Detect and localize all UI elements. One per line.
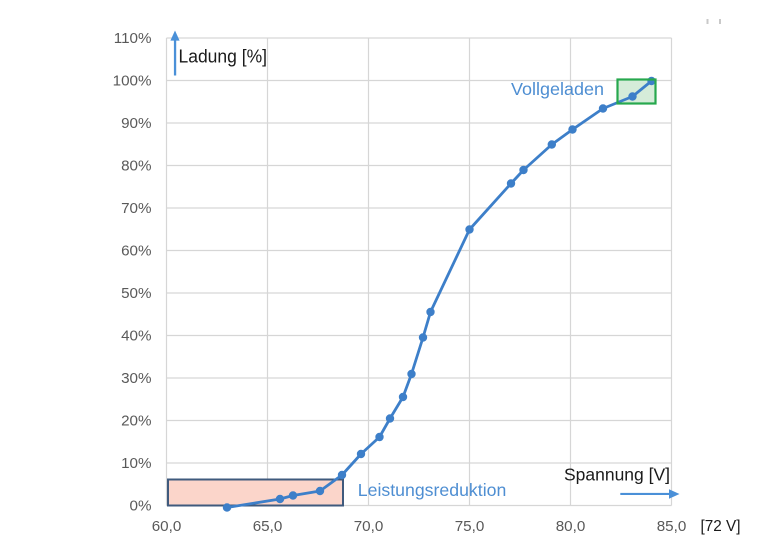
svg-text:40%: 40% [121,327,151,344]
svg-text:Leistungsreduktion: Leistungsreduktion [358,480,507,500]
svg-text:100%: 100% [113,72,152,89]
svg-text:70%: 70% [121,200,151,217]
svg-text:70,0: 70,0 [354,518,384,535]
svg-text:75,0: 75,0 [455,518,485,535]
svg-text:Ladung [%]: Ladung [%] [179,47,268,67]
svg-text:85,0: 85,0 [657,518,687,535]
svg-text:90%: 90% [121,115,151,132]
svg-text:20%: 20% [121,412,151,429]
svg-text:50%: 50% [121,285,151,302]
svg-text:30%: 30% [121,370,151,387]
svg-text:80,0: 80,0 [556,518,586,535]
svg-text:0%: 0% [130,497,152,514]
svg-text:110%: 110% [114,30,152,47]
svg-text:65,0: 65,0 [253,518,283,535]
svg-text:80%: 80% [121,157,151,174]
svg-text:60,0: 60,0 [152,518,182,535]
svg-text:[72 V]: [72 V] [701,518,741,535]
svg-text:10%: 10% [121,455,151,472]
svg-text:Vollgeladen: Vollgeladen [511,79,604,99]
svg-text:Spannung [V]: Spannung [V] [564,465,670,485]
svg-text:60%: 60% [121,242,151,259]
